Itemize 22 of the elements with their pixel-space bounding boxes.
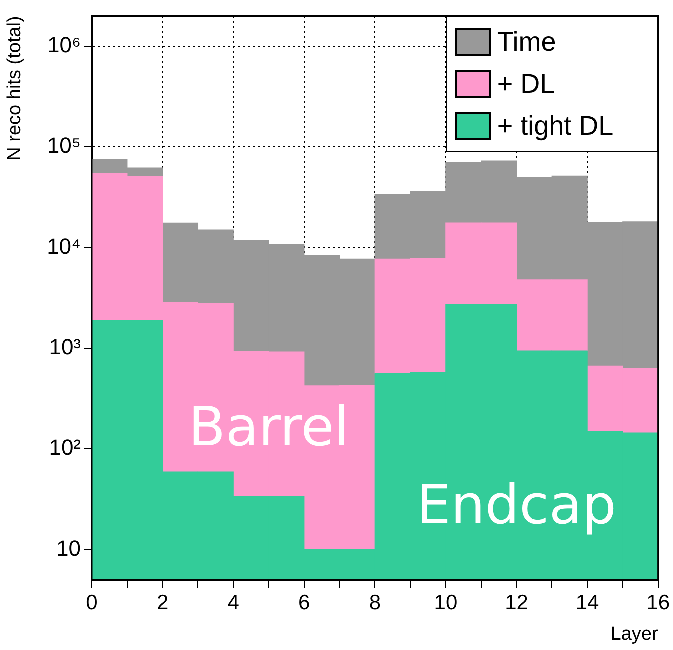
x-tick-label: 0 (86, 591, 98, 614)
y-tick-label: 10⁶ (47, 32, 81, 58)
legend-label: + DL (497, 68, 556, 100)
y-tick-label: 10 (56, 536, 81, 561)
x-tick-label: 6 (298, 591, 310, 614)
x-axis-title: Layer (610, 624, 659, 645)
y-tick-label: 10³ (49, 334, 81, 360)
x-tick-label: 12 (505, 591, 528, 614)
x-tick-label: 2 (156, 591, 169, 614)
x-tick-label: 10 (434, 591, 458, 614)
x-tick-label: 14 (576, 591, 600, 614)
x-tick-label: 16 (646, 591, 670, 614)
y-axis-title: N reco hits (total) (4, 16, 26, 161)
legend-label: + tight DL (497, 110, 614, 142)
x-tick-label: 8 (369, 591, 382, 614)
legend-label: Time (497, 26, 556, 58)
y-tick-label: 10⁴ (47, 234, 81, 259)
annotation: Barrel (188, 395, 350, 458)
annotation: Endcap (416, 474, 617, 537)
y-tick-label: 10⁵ (47, 133, 81, 158)
x-tick-label: 4 (228, 591, 240, 614)
y-tick-label: 10² (49, 435, 81, 460)
